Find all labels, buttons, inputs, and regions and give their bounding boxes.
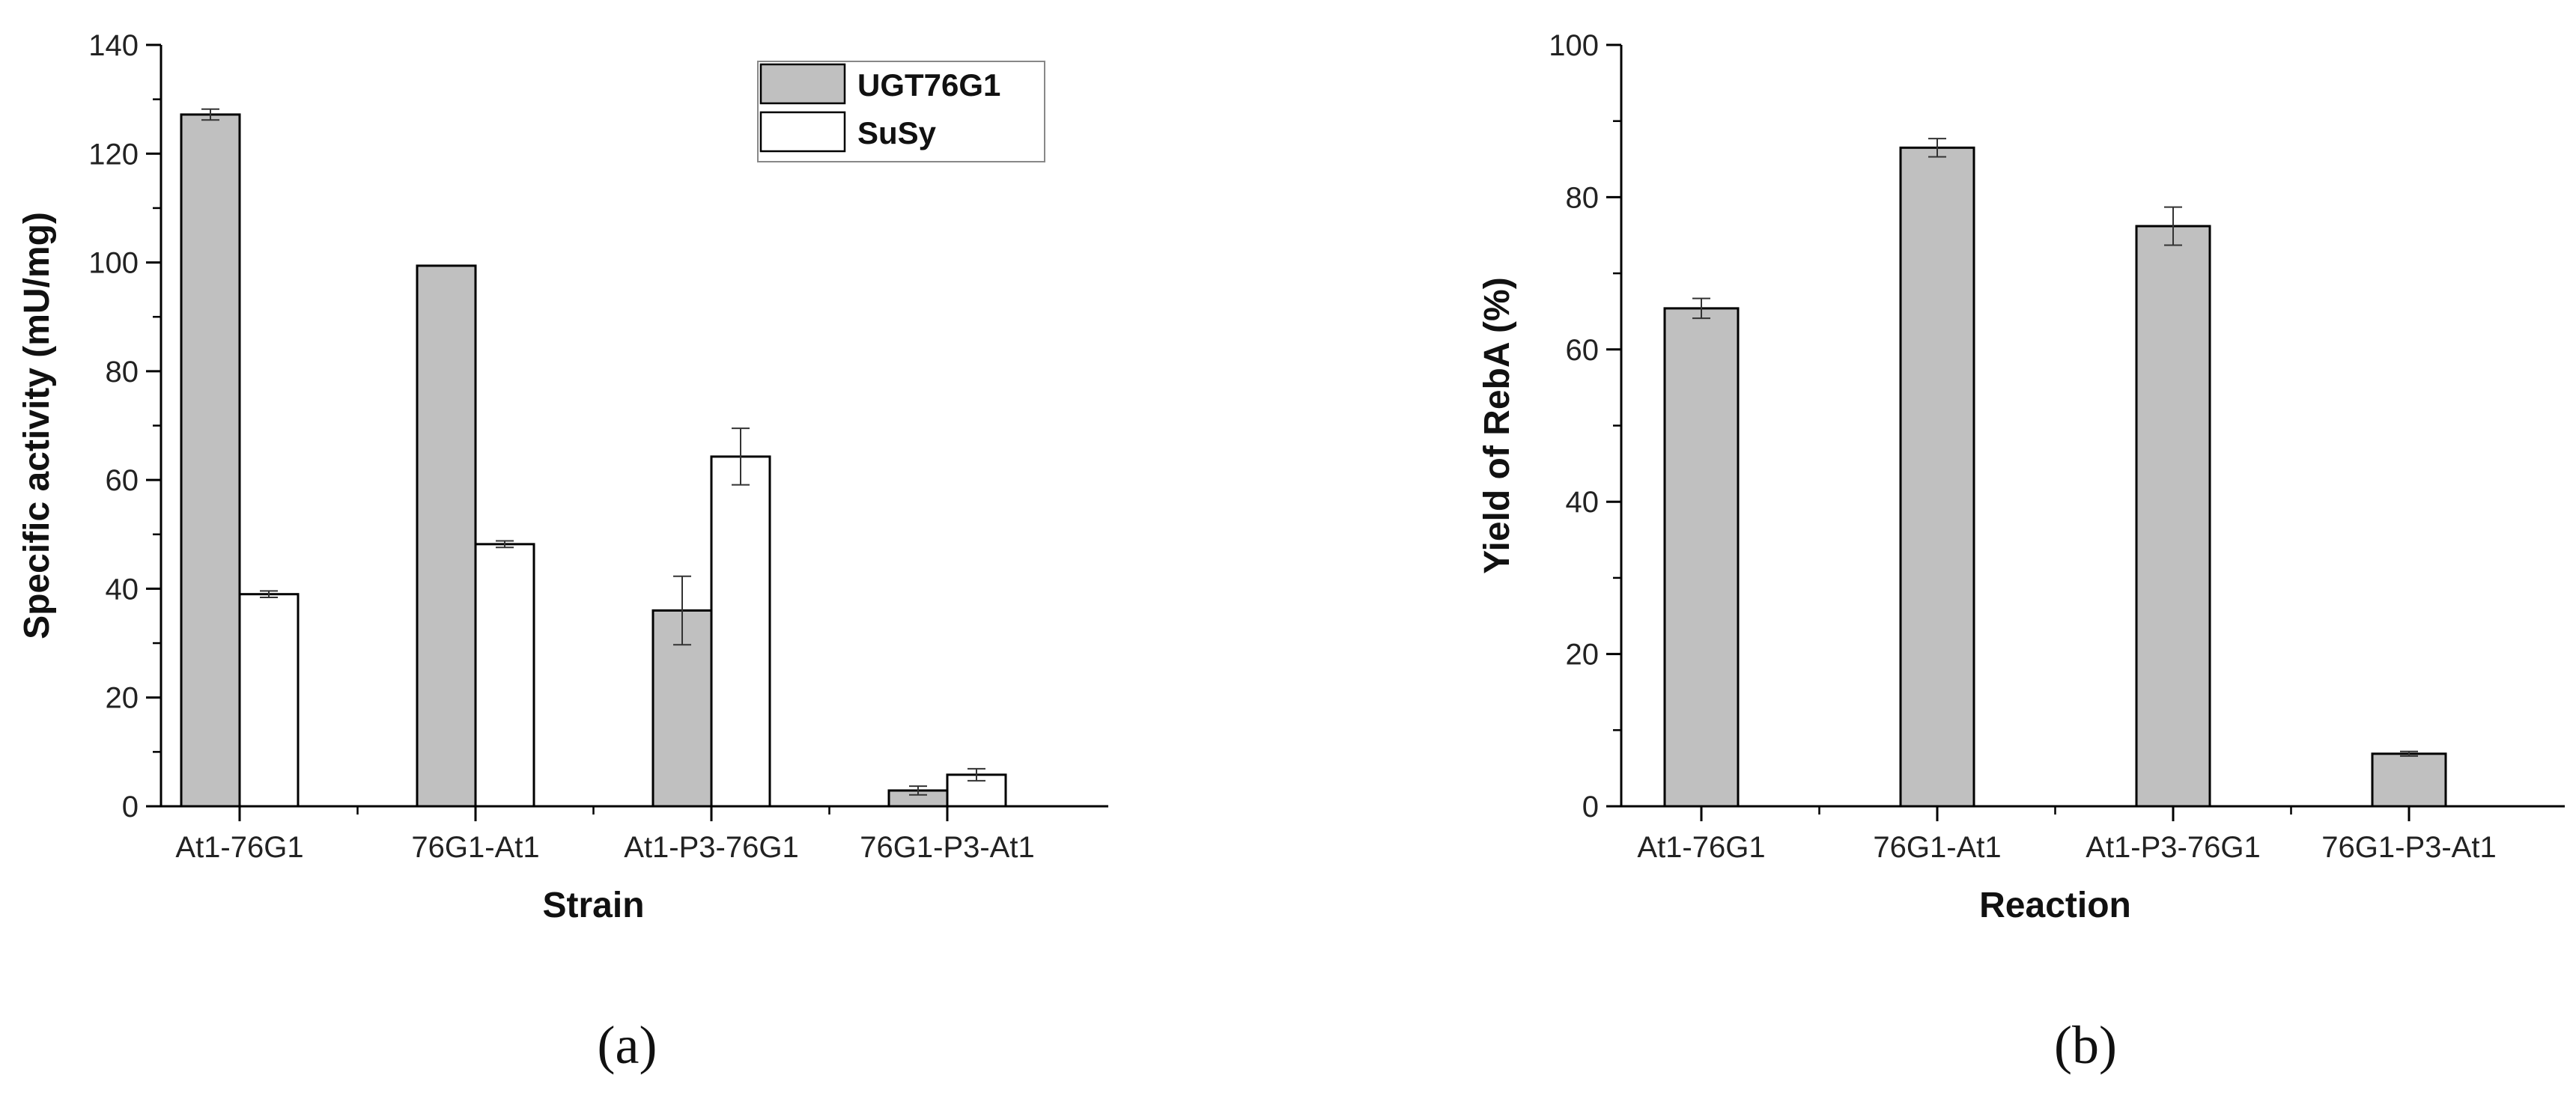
bar-yield-at1-p3-76g1 — [2135, 225, 2211, 808]
x-tick-label: At1-P3-76G1 — [2086, 831, 2260, 864]
y-tick-label: 60 — [1566, 334, 1600, 367]
error-bar — [260, 590, 278, 599]
bar-ugt76g1-76g1-at1 — [416, 264, 477, 808]
bar-susy-76g1-at1 — [474, 543, 535, 808]
y-axis-title-b: Yield of RebA (%) — [1477, 277, 1517, 573]
error-bar — [201, 108, 219, 121]
y-tick-label: 100 — [88, 247, 139, 280]
legend-swatch-susy — [759, 111, 846, 153]
legend-a: UGT76G1 SuSy — [757, 61, 1045, 162]
x-tick-label: 76G1-At1 — [1873, 831, 2001, 864]
error-bar — [2164, 206, 2182, 246]
bars-a — [180, 108, 1007, 808]
y-tick-label: 0 — [122, 791, 139, 823]
y-tick-label: 40 — [1566, 486, 1600, 519]
legend-label-susy: SuSy — [857, 115, 937, 150]
error-bar — [1692, 297, 1710, 320]
x-axis-title-a: Strain — [542, 886, 644, 925]
x-tick-label: 76G1-P3-At1 — [860, 831, 1034, 864]
chart-panel-b: 0 20 40 60 80 100 At1-76G1 76G1-At1 At1-P3-76G1… — [1477, 29, 2565, 1075]
legend-swatch-ugt76g1 — [759, 63, 846, 105]
y-ticks-a: 0 20 40 60 80 100 120 140 — [88, 29, 161, 823]
error-bar — [673, 575, 691, 646]
y-tick-label: 20 — [106, 682, 139, 715]
y-tick-label: 60 — [106, 464, 139, 497]
y-tick-label: 120 — [88, 138, 139, 171]
error-bar — [967, 767, 985, 782]
y-ticks-b: 0 20 40 60 80 100 — [1549, 29, 1621, 823]
chart-panel-a: 0 20 40 60 80 100 120 140 At1-76G1 76G1-At1 At1-P… — [17, 29, 1108, 1075]
bar-yield-76g1-p3-at1 — [2371, 752, 2447, 808]
y-tick-label: 140 — [88, 29, 139, 62]
panel-label-a: (a) — [598, 1015, 657, 1075]
y-tick-label: 40 — [106, 573, 139, 606]
error-bar — [496, 540, 514, 549]
error-bar — [732, 427, 750, 486]
y-tick-label: 100 — [1549, 29, 1599, 62]
bar-susy-at1-p3-76g1 — [710, 455, 771, 808]
x-ticks-a: At1-76G1 76G1-At1 At1-P3-76G1 76G1-P3-At1 — [175, 806, 1035, 864]
error-bar — [2400, 750, 2418, 757]
x-tick-label: 76G1-At1 — [411, 831, 539, 864]
bar-ugt76g1-at1-76g1 — [180, 113, 241, 808]
y-tick-label: 80 — [1566, 181, 1600, 214]
x-ticks-b: At1-76G1 76G1-At1 At1-P3-76G1 76G1-P3-At1 — [1637, 806, 2497, 864]
x-tick-label: 76G1-P3-At1 — [2321, 831, 2496, 864]
x-axis-title-b: Reaction — [1979, 886, 2131, 925]
x-tick-label: At1-P3-76G1 — [624, 831, 798, 864]
y-axis-title-a: Specific activity (mU/mg) — [17, 212, 57, 639]
y-tick-label: 0 — [1582, 791, 1599, 823]
bars-b — [1663, 138, 2447, 808]
bar-yield-76g1-at1 — [1899, 146, 1975, 808]
legend-label-ugt76g1: UGT76G1 — [857, 67, 1000, 103]
x-tick-label: At1-76G1 — [1637, 831, 1765, 864]
bar-susy-at1-76g1 — [238, 593, 300, 808]
x-tick-label: At1-76G1 — [175, 831, 303, 864]
error-bar — [1928, 138, 1946, 158]
bar-yield-at1-76g1 — [1663, 307, 1740, 808]
y-tick-label: 80 — [106, 356, 139, 389]
panel-label-b: (b) — [2054, 1015, 2117, 1075]
y-tick-label: 20 — [1566, 639, 1600, 672]
error-bar — [909, 785, 927, 796]
